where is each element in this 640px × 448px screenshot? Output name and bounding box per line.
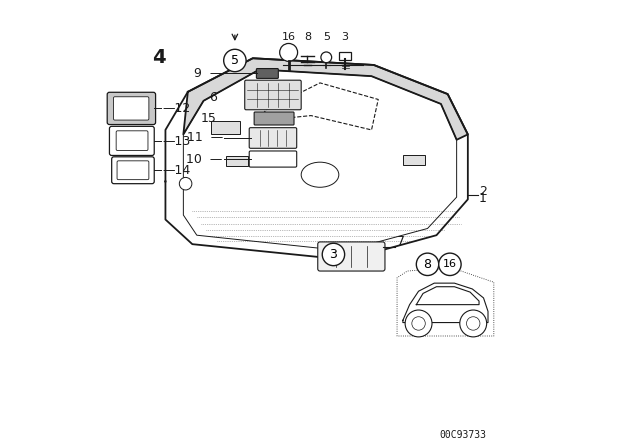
FancyBboxPatch shape (257, 69, 278, 78)
Text: 16: 16 (443, 259, 457, 269)
Text: 9  —: 9 — (195, 67, 223, 80)
Polygon shape (417, 287, 479, 305)
FancyBboxPatch shape (117, 161, 149, 180)
Polygon shape (403, 283, 488, 323)
Circle shape (417, 253, 439, 276)
Circle shape (224, 49, 246, 72)
Polygon shape (226, 156, 248, 166)
Text: —12: —12 (163, 102, 191, 115)
Text: 8: 8 (424, 258, 431, 271)
Ellipse shape (301, 162, 339, 187)
FancyBboxPatch shape (109, 126, 154, 155)
FancyBboxPatch shape (317, 242, 385, 271)
Text: —13: —13 (163, 134, 191, 148)
Circle shape (439, 253, 461, 276)
Text: 1: 1 (479, 192, 487, 206)
Text: 4: 4 (152, 48, 166, 67)
Text: 10  —: 10 — (186, 152, 223, 166)
Circle shape (467, 317, 480, 330)
FancyBboxPatch shape (112, 157, 154, 184)
FancyBboxPatch shape (339, 52, 351, 60)
Text: 7: 7 (397, 235, 405, 249)
Text: 2: 2 (479, 185, 487, 198)
Text: 6: 6 (209, 91, 217, 104)
Circle shape (323, 243, 344, 266)
Polygon shape (403, 155, 425, 165)
Text: 3: 3 (342, 32, 349, 42)
FancyBboxPatch shape (249, 151, 297, 167)
FancyBboxPatch shape (116, 131, 148, 151)
Circle shape (405, 310, 432, 337)
Text: 8: 8 (304, 32, 311, 42)
Circle shape (412, 317, 426, 330)
Text: —14: —14 (163, 164, 191, 177)
Text: 15: 15 (201, 112, 217, 125)
Circle shape (460, 310, 486, 337)
Text: 11  —: 11 — (186, 131, 223, 145)
Text: 5: 5 (231, 54, 239, 67)
Polygon shape (184, 58, 468, 140)
FancyBboxPatch shape (244, 80, 301, 110)
Text: 3: 3 (330, 248, 337, 261)
FancyBboxPatch shape (254, 112, 294, 125)
Circle shape (280, 43, 298, 61)
FancyBboxPatch shape (113, 97, 149, 120)
FancyBboxPatch shape (108, 92, 156, 125)
Text: 00C93733: 00C93733 (440, 431, 487, 440)
Polygon shape (165, 58, 468, 260)
FancyBboxPatch shape (249, 128, 297, 148)
Polygon shape (211, 121, 241, 134)
Circle shape (179, 177, 192, 190)
Text: 16: 16 (282, 32, 296, 42)
Circle shape (321, 52, 332, 63)
Text: 5: 5 (323, 32, 330, 42)
